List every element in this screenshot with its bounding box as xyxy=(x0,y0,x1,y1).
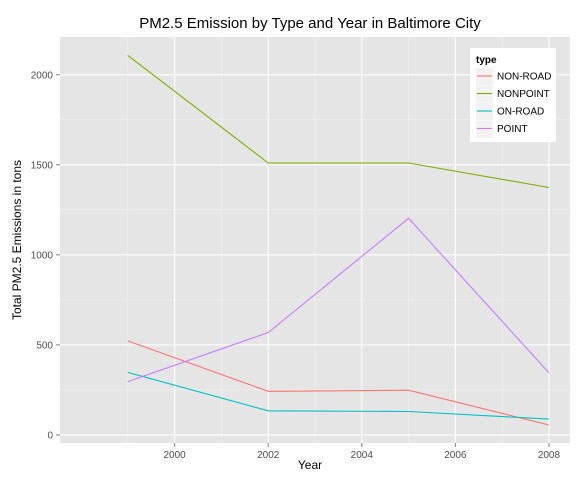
legend-label: POINT xyxy=(497,124,528,135)
legend-label: ON-ROAD xyxy=(497,107,544,118)
chart-title: PM2.5 Emission by Type and Year in Balti… xyxy=(139,15,481,32)
x-tick-label: 2004 xyxy=(351,450,374,461)
y-axis-ticks: 0 500 1000 1500 2000 xyxy=(31,70,60,441)
y-tick-label: 1500 xyxy=(31,160,54,171)
y-tick-label: 2000 xyxy=(31,70,54,81)
x-tick-label: 2006 xyxy=(444,450,467,461)
series-line-nonpoint xyxy=(127,54,549,189)
legend: type NON-ROAD NONPOINT ON-ROAD POINT xyxy=(470,48,556,142)
legend-items: NON-ROAD NONPOINT ON-ROAD POINT xyxy=(476,68,551,138)
x-tick-label: 2000 xyxy=(164,450,187,461)
legend-label: NONPOINT xyxy=(497,89,550,100)
x-axis-ticks: 2000 2002 2004 2006 2008 xyxy=(164,443,561,461)
legend-label: NON-ROAD xyxy=(497,72,551,83)
y-axis-title: Total PM2.5 Emissions in tons xyxy=(10,160,24,320)
y-tick-label: 0 xyxy=(47,430,53,441)
series-line-on-road xyxy=(127,371,549,420)
y-tick-label: 1000 xyxy=(31,250,54,261)
legend-title: type xyxy=(476,55,497,66)
x-tick-label: 2002 xyxy=(257,450,280,461)
series-line-point xyxy=(127,217,550,383)
series-line-non-road xyxy=(127,340,550,426)
x-tick-label: 2008 xyxy=(538,450,561,461)
y-tick-label: 500 xyxy=(36,340,53,351)
series-lines xyxy=(127,54,550,426)
x-axis-title: Year xyxy=(298,458,322,472)
